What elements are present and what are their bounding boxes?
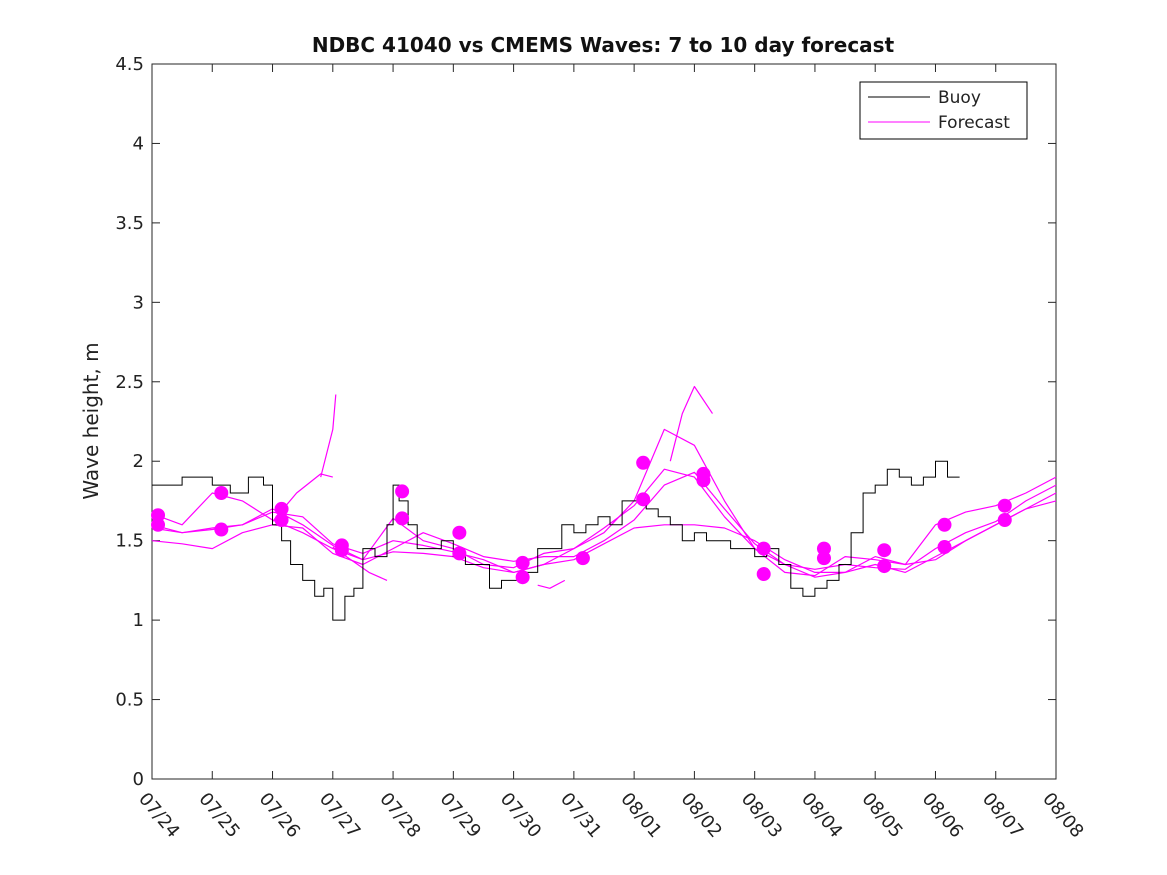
forecast-line	[669, 385, 713, 462]
x-tick-label: 08/04	[797, 789, 846, 842]
forecast-marker	[452, 525, 467, 540]
x-tick-label: 08/07	[978, 789, 1027, 842]
y-tick-label: 2.5	[115, 372, 144, 393]
y-tick-label: 3	[133, 292, 144, 313]
forecast-marker	[395, 511, 410, 526]
x-tick-label: 08/06	[918, 789, 967, 842]
legend-box	[859, 81, 1028, 140]
y-tick-label: 4.5	[115, 54, 144, 75]
forecast-line	[320, 394, 337, 478]
forecast-marker	[816, 551, 831, 566]
y-tick-label: 3.5	[115, 213, 144, 234]
x-tick-label: 08/01	[616, 789, 665, 842]
forecast-line	[151, 471, 1057, 578]
x-tick-label: 08/05	[857, 789, 906, 842]
legend-forecast-label: Forecast	[938, 113, 1010, 133]
forecast-marker	[395, 484, 410, 499]
forecast-marker	[997, 498, 1012, 513]
forecast-marker	[515, 555, 530, 570]
legend-buoy-label: Buoy	[938, 88, 981, 108]
forecast-marker	[636, 455, 651, 470]
forecast-line	[537, 579, 566, 589]
x-tick-label: 07/26	[255, 789, 304, 842]
forecast-marker	[274, 501, 289, 516]
legend: Buoy Forecast	[859, 81, 1028, 140]
forecast-marker	[274, 513, 289, 528]
y-tick-label: 0	[133, 769, 144, 790]
plot-area: 0 0.5 1 1.5 2 2.5 3 3.5 4 4.5 07/24 07/25 07/26 07/27…	[115, 54, 1087, 842]
forecast-marker	[756, 541, 771, 556]
y-tick-label: 4	[133, 133, 144, 154]
x-tick-label: 07/30	[496, 789, 545, 842]
forecast-marker	[877, 543, 892, 558]
forecast-marker	[937, 517, 952, 532]
forecast-marker	[515, 570, 530, 585]
forecast-marker	[214, 486, 229, 500]
y-tick-label: 2	[133, 451, 144, 472]
forecast-marker	[937, 540, 952, 555]
chart-title: NDBC 41040 vs CMEMS Waves: 7 to 10 day f…	[312, 33, 895, 57]
forecast-marker	[756, 567, 771, 582]
forecast-line	[151, 500, 1057, 574]
x-tick-label: 08/08	[1038, 789, 1087, 842]
x-tick-label: 07/29	[436, 789, 485, 842]
y-axis-label: Wave height, m	[79, 342, 103, 499]
forecast-marker	[997, 513, 1012, 528]
forecast-marker	[151, 517, 166, 532]
x-tick-label: 07/27	[315, 789, 364, 842]
x-tick-label: 08/03	[737, 789, 786, 842]
x-tick-label: 07/24	[134, 789, 183, 842]
forecast-marker	[696, 473, 711, 488]
forecast-marker	[452, 546, 467, 561]
forecast-marker	[877, 559, 892, 574]
buoy-line	[152, 460, 960, 621]
x-tick-label: 07/31	[556, 789, 605, 842]
forecast-marker	[575, 551, 590, 566]
y-tick-label: 0.5	[115, 690, 144, 711]
forecast-marker	[334, 543, 349, 558]
forecast-marker	[214, 522, 229, 537]
y-tick-label: 1.5	[115, 531, 144, 552]
forecast-line	[151, 468, 1057, 574]
x-tick-label: 07/25	[194, 789, 243, 842]
x-tick-label: 08/02	[677, 789, 726, 842]
y-tick-label: 1	[133, 610, 144, 631]
plot-frame	[151, 63, 1057, 780]
forecast-marker	[636, 492, 651, 507]
x-tick-label: 07/28	[375, 789, 424, 842]
